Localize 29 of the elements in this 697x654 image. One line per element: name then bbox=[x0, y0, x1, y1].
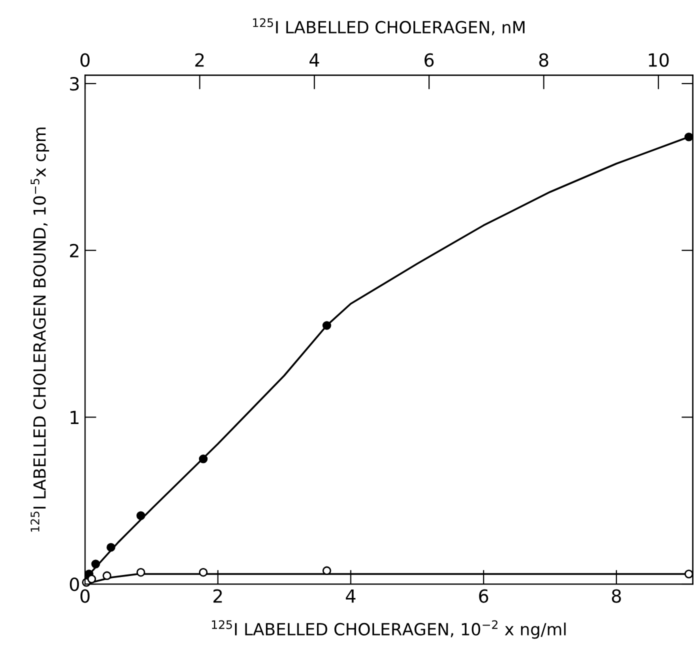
x2-tick-label: 6 bbox=[424, 53, 434, 67]
point bbox=[684, 570, 694, 578]
point bbox=[322, 566, 332, 576]
point bbox=[198, 568, 208, 577]
x-tick-label: 2 bbox=[213, 589, 222, 603]
x2-tick-label: 8 bbox=[539, 53, 548, 67]
y-axis-title: $^{125}$I LABELLED CHOLERAGEN BOUND, 10$^{−5}$x cpm bbox=[30, 128, 50, 532]
y-tick-label: 1 bbox=[70, 410, 79, 424]
x-tick-label: 4 bbox=[346, 589, 356, 603]
x2-axis-title: $^{125}$I LABELLED CHOLERAGEN, nM bbox=[253, 18, 524, 36]
y-tick-label: 2 bbox=[70, 244, 78, 258]
x2-tick-label: 0 bbox=[80, 53, 90, 67]
point bbox=[91, 560, 100, 568]
x2-tick-label: 4 bbox=[310, 53, 320, 67]
x-tick-label: 8 bbox=[612, 589, 621, 603]
point bbox=[136, 568, 146, 577]
x-tick-label: 0 bbox=[80, 589, 90, 603]
point bbox=[684, 132, 694, 142]
y-tick-label: 0 bbox=[70, 577, 79, 592]
x2-tick-label: 10 bbox=[648, 53, 669, 67]
point bbox=[198, 454, 208, 464]
y-tick-label: 3 bbox=[70, 77, 79, 91]
point bbox=[102, 571, 112, 580]
point bbox=[136, 511, 146, 520]
x-tick-label: 6 bbox=[479, 589, 488, 603]
x2-tick-label: 2 bbox=[195, 53, 204, 67]
point bbox=[106, 542, 116, 552]
x-axis-title: $^{125}$I LABELLED CHOLERAGEN, 10$^{−2}$ x ng/ml bbox=[212, 620, 566, 639]
point bbox=[322, 321, 332, 330]
